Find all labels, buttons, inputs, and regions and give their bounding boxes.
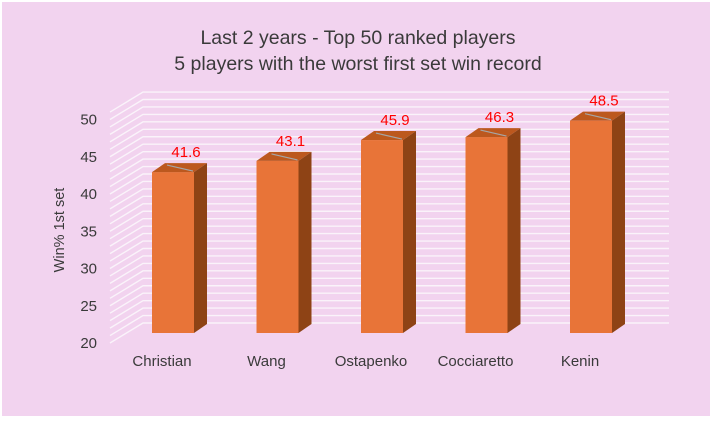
label-leader-line [271,153,298,161]
x-category-label: Kenin [561,353,599,370]
label-leader-line [480,129,507,137]
gridline [109,98,669,121]
gridline [109,121,669,143]
bar-side-wang [298,151,312,333]
bar-front-wang [256,160,299,333]
x-category-label: Wang [247,353,286,370]
value-label: 41.6 [171,144,200,161]
y-axis-title: Win% 1st set [52,188,68,273]
y-tick-label: 20 [80,335,97,352]
y-tick-label: 35 [80,223,97,240]
chart-title-line2: 5 players with the worst first set win r… [174,53,541,75]
gridline [109,106,669,128]
y-tick-label: 30 [80,261,97,278]
gridline [109,113,669,135]
x-category-label: Ostapenko [335,353,408,370]
bar-front-cocciaretto [465,137,508,333]
y-tick-label: 45 [80,149,97,166]
value-label: 45.9 [380,112,409,129]
y-tick-label: 40 [80,186,97,203]
y-tick-label: 50 [80,112,97,129]
value-label: 48.5 [589,93,618,110]
bar-side-cocciaretto [507,128,521,333]
bar-front-ostapenko [361,140,403,333]
chart-title-line1: Last 2 years - Top 50 ranked players [200,27,515,49]
label-leader-line [375,132,403,140]
label-leader-line [584,113,612,121]
y-tick-label: 25 [80,298,97,315]
bar-side-christian [194,163,207,333]
value-label: 43.1 [276,133,305,150]
bar-side-ostapenko [403,131,416,333]
bar-front-kenin [570,120,612,333]
x-category-label: Christian [132,353,191,370]
bar-front-christian [152,172,194,333]
gridline [109,91,669,113]
bar-side-kenin [612,111,625,333]
label-leader-line [166,164,194,172]
value-label: 46.3 [485,109,514,126]
x-category-label: Cocciaretto [438,353,514,370]
plot-area: 20 25 30 35 40 45 50 41.6 Christian 43.1 Wang 45.9 O… [80,91,669,370]
